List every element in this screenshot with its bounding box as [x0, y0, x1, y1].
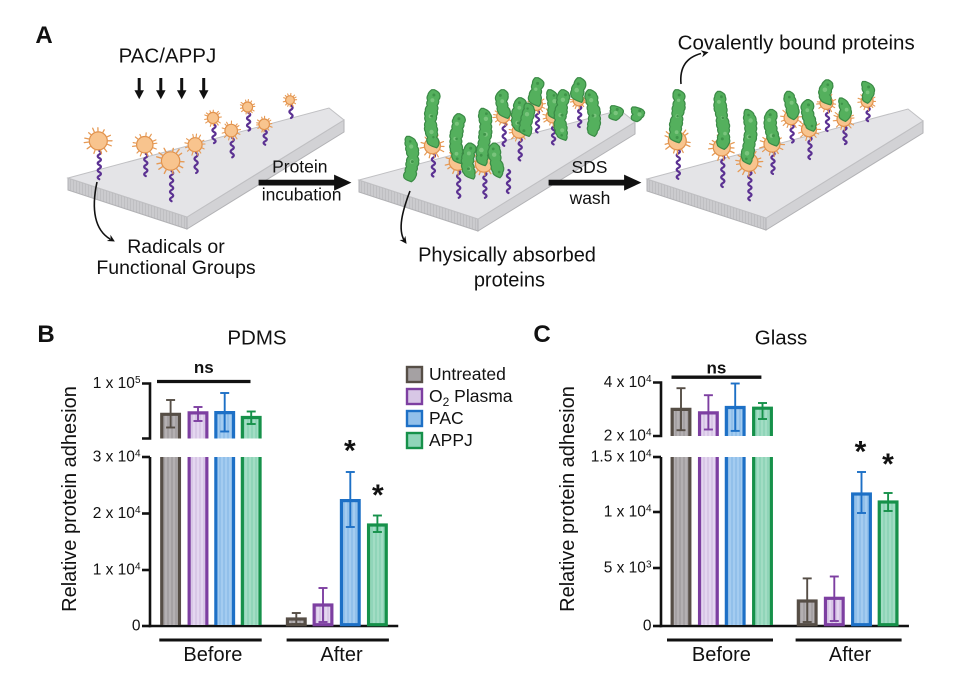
svg-text:1 x 104: 1 x 104 [93, 562, 141, 579]
svg-text:B: B [37, 321, 54, 348]
svg-text:Before: Before [183, 644, 242, 666]
svg-text:1 x 104: 1 x 104 [604, 504, 652, 521]
svg-text:1.5 x 104: 1.5 x 104 [591, 449, 652, 466]
svg-text:Radicals or: Radicals or [127, 236, 225, 258]
svg-text:Glass: Glass [755, 327, 807, 350]
svg-text:*: * [344, 435, 356, 468]
svg-text:*: * [882, 448, 894, 481]
svg-text:SDS: SDS [572, 157, 608, 177]
svg-text:Relative protein adhesion: Relative protein adhesion [59, 386, 81, 612]
svg-text:After: After [829, 644, 872, 666]
svg-text:PAC/APPJ: PAC/APPJ [119, 45, 217, 68]
svg-text:Physically absorbed: Physically absorbed [418, 244, 596, 266]
svg-text:Before: Before [692, 644, 751, 666]
svg-text:ns: ns [707, 359, 727, 378]
svg-text:0: 0 [132, 618, 141, 635]
svg-text:2 x 104: 2 x 104 [93, 505, 141, 522]
svg-text:5 x 103: 5 x 103 [604, 560, 652, 577]
svg-text:PAC: PAC [429, 408, 464, 428]
svg-text:wash: wash [569, 188, 611, 208]
svg-text:Untreated: Untreated [429, 364, 506, 384]
svg-text:*: * [855, 436, 867, 469]
svg-text:3 x 104: 3 x 104 [93, 449, 141, 466]
svg-text:After: After [320, 644, 363, 666]
svg-text:A: A [35, 22, 52, 49]
svg-text:*: * [372, 479, 384, 512]
svg-text:proteins: proteins [474, 269, 545, 291]
svg-text:Relative protein adhesion: Relative protein adhesion [557, 386, 579, 612]
svg-text:0: 0 [643, 618, 652, 635]
svg-text:APPJ: APPJ [429, 430, 473, 450]
svg-text:Functional Groups: Functional Groups [96, 257, 256, 279]
svg-text:O2 Plasma: O2 Plasma [429, 386, 513, 409]
svg-text:Covalently bound proteins: Covalently bound proteins [678, 32, 915, 55]
svg-text:incubation: incubation [262, 185, 342, 205]
svg-text:1 x 105: 1 x 105 [93, 375, 141, 392]
svg-text:4 x 104: 4 x 104 [604, 374, 652, 391]
svg-text:C: C [533, 321, 550, 348]
svg-text:Protein: Protein [272, 156, 327, 176]
svg-text:PDMS: PDMS [227, 327, 286, 350]
svg-text:ns: ns [194, 358, 214, 377]
svg-text:2 x 104: 2 x 104 [604, 428, 652, 445]
